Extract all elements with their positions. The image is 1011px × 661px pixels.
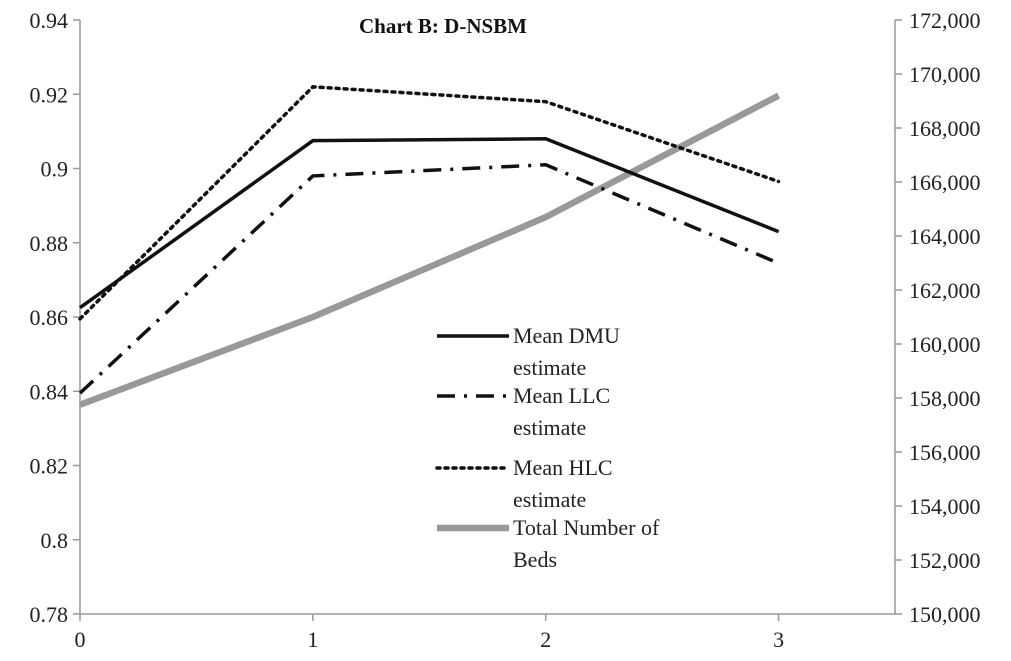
left-axis-tick-label: 0.94 (30, 8, 69, 33)
left-axis-tick-label: 0.9 (41, 157, 69, 182)
legend-label: Mean HLC (513, 455, 613, 480)
series-line-mean-hlc-estimate (78, 85, 781, 321)
right-axis-tick-label: 158,000 (909, 386, 981, 411)
legend-label: Mean LLC (513, 383, 610, 408)
left-axis-tick-label: 0.78 (30, 602, 69, 627)
right-axis-tick-label: 170,000 (909, 62, 981, 87)
right-axis-tick-label: 172,000 (909, 8, 981, 33)
right-axis-tick-label: 160,000 (909, 332, 981, 357)
right-axis-tick-label: 164,000 (909, 224, 981, 249)
right-axis-tick-label: 156,000 (909, 440, 981, 465)
right-axis-tick-label: 162,000 (909, 278, 981, 303)
right-axis-tick-label: 150,000 (909, 602, 981, 627)
legend-label: estimate (513, 487, 586, 512)
left-axis-tick-label: 0.84 (30, 379, 69, 404)
legend-label: Beds (513, 547, 557, 572)
right-axis-tick-label: 168,000 (909, 116, 981, 141)
x-axis-tick-label: 2 (540, 627, 551, 652)
right-axis-tick-label: 154,000 (909, 494, 981, 519)
legend: Mean DMU estimate Mean LLC estimate Mean HLC… (435, 323, 660, 572)
legend-label: estimate (513, 355, 586, 380)
x-axis-tick-label: 1 (307, 627, 318, 652)
left-axis-tick-label: 0.8 (41, 528, 69, 553)
legend-label: Total Number of (513, 515, 660, 540)
chart-title: Chart B: D-NSBM (359, 14, 527, 38)
x-axis-tick-label: 3 (773, 627, 784, 652)
axes: 0.78 0.8 0.82 0.84 0.86 0.88 0.9 0.92 0.94 150,00… (30, 8, 981, 652)
right-axis-tick-label: 152,000 (909, 548, 981, 573)
legend-label: estimate (513, 415, 586, 440)
left-axis-tick-label: 0.86 (30, 305, 69, 330)
left-axis-tick-label: 0.92 (30, 82, 69, 107)
series-line-mean-llc-estimate (78, 163, 780, 395)
x-axis-tick-label: 0 (75, 627, 86, 652)
left-axis-tick-label: 0.82 (30, 454, 69, 479)
legend-label: Mean DMU (513, 323, 620, 348)
series-line-mean-dmu-estimate (78, 137, 780, 310)
series-line-total-number-of-beds (78, 92, 781, 408)
right-axis-tick-label: 166,000 (909, 170, 981, 195)
series-layer (78, 85, 781, 408)
left-axis-tick-label: 0.88 (30, 231, 69, 256)
